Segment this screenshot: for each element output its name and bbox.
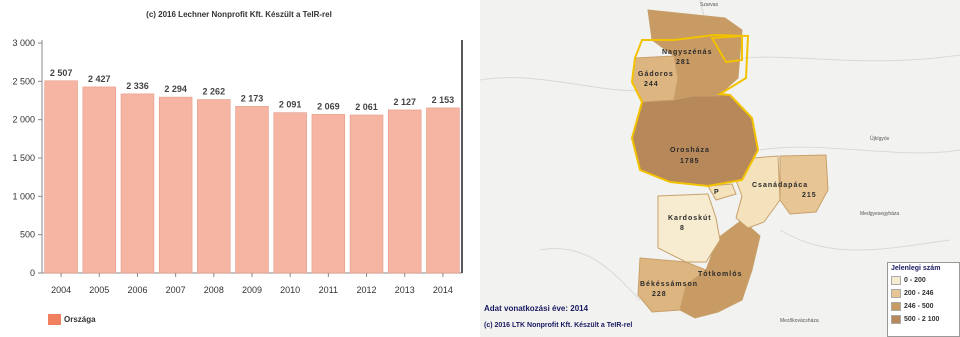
label-csanadapaca: Csanádapáca	[752, 182, 808, 189]
map-legend-item: 500 - 2 100	[891, 315, 956, 324]
label-kardoskut: Kardoskút	[668, 215, 712, 222]
map-legend-item: 246 - 500	[891, 302, 956, 311]
value-csanadapaca: 215	[802, 192, 817, 199]
road	[480, 77, 651, 92]
map-legend-title: Jelenlegi szám	[891, 265, 941, 272]
x-tick-label: 2006	[127, 285, 147, 295]
place-szarvas: Szarvas	[700, 2, 719, 8]
value-bekessamson: 228	[652, 291, 667, 298]
value-oroshaza: 1785	[680, 158, 700, 165]
map-panel: Nagyszénás 281 Gádoros 244 Orosháza 1785…	[480, 0, 960, 337]
bar-value-label: 2 427	[88, 74, 111, 84]
y-tick-label: 2 500	[12, 76, 35, 86]
map-legend-label: 500 - 2 100	[904, 316, 940, 323]
map-legend-swatch	[891, 276, 901, 285]
y-tick-label: 0	[30, 268, 35, 278]
map-year-note: Adat vonatkozási éve: 2014	[484, 304, 589, 313]
muni-bekessamson	[637, 257, 708, 313]
bar	[120, 93, 155, 274]
map-legend-label: 0 - 200	[904, 277, 926, 284]
bar	[388, 109, 422, 274]
selection-outline-inner	[710, 34, 743, 64]
muni-nagyszenas	[647, 9, 743, 101]
bar-value-label: 2 262	[203, 87, 226, 97]
label-gadoros: Gádoros	[638, 71, 674, 78]
map-legend-swatch	[891, 315, 901, 324]
bar-value-label: 2 153	[432, 95, 455, 105]
place-ujkigyos: Újkígyós	[870, 135, 890, 142]
road	[539, 248, 641, 301]
value-nagyszenas: 281	[676, 59, 691, 66]
chart-panel: 0 500 1 000 1 500 2 000 2 500 3 000 2 507 2004 2 …	[0, 0, 478, 337]
bar-value-label: 2 069	[317, 101, 340, 111]
bar-value-label: 2 507	[50, 68, 73, 78]
x-tick-label: 2007	[166, 285, 186, 295]
bar-value-label: 2 173	[241, 93, 264, 103]
y-tick-label: 2 000	[12, 115, 35, 125]
bar-value-label: 2 091	[279, 100, 302, 110]
value-gadoros: 244	[644, 81, 659, 88]
road	[759, 146, 960, 154]
x-tick-label: 2012	[357, 285, 377, 295]
y-tick-label: 1 500	[12, 153, 35, 163]
map-legend-swatch	[891, 302, 901, 311]
road	[779, 229, 951, 251]
bar	[44, 80, 78, 274]
bar	[349, 114, 384, 274]
label-p-small: P	[714, 189, 720, 196]
label-bekessamson: Békéssámson	[640, 281, 698, 288]
label-tótkomlos: Tótkomlós	[698, 271, 742, 278]
bar	[235, 106, 269, 274]
value-kardoskut: 8	[680, 225, 685, 232]
muni-oroshaza	[631, 94, 759, 187]
x-tick-label: 2010	[280, 285, 300, 295]
chart-title: (c) 2016 Lechner Nonprofit Kft. Készült …	[146, 10, 332, 19]
place-medgyesegyhaza: Medgyesegyháza	[860, 211, 899, 217]
map-legend-swatch	[891, 289, 901, 298]
bar	[426, 107, 460, 274]
muni-kardoskut	[657, 193, 721, 263]
bar	[273, 112, 307, 274]
y-tick-label: 500	[20, 230, 35, 240]
y-tick-label: 1 000	[12, 191, 35, 201]
x-tick-label: 2013	[395, 285, 415, 295]
map-legend-label: 200 - 246	[904, 290, 934, 297]
bar-value-label: 2 336	[126, 81, 149, 91]
bar-value-label: 2 294	[164, 84, 187, 94]
x-tick-label: 2011	[319, 285, 338, 295]
map-copyright: (c) 2016 LTK Nonprofit Kft. Készült a Te…	[484, 322, 633, 329]
map: Nagyszénás 281 Gádoros 244 Orosháza 1785…	[480, 0, 960, 324]
legend-label: Országa	[64, 315, 96, 324]
legend-swatch	[48, 314, 61, 325]
map-legend: Jelenlegi szám 0 - 200 200 - 246 246 - 5…	[887, 262, 960, 337]
x-tick-label: 2008	[204, 285, 224, 295]
bar-chart: 0 500 1 000 1 500 2 000 2 500 3 000 2 507 2004 2 …	[12, 38, 463, 295]
chart-legend: Országa	[48, 314, 96, 325]
map-legend-label: 246 - 500	[904, 303, 934, 310]
label-oroshaza: Orosháza	[670, 147, 710, 154]
muni-p-small	[707, 183, 737, 201]
road	[729, 54, 960, 62]
bar	[197, 99, 231, 274]
map-legend-item: 0 - 200	[891, 276, 956, 285]
bar	[311, 114, 346, 274]
bar-value-label: 2 127	[393, 97, 416, 107]
place-mezokovacshaza: Mezőkovácsháza	[780, 318, 819, 324]
bar	[158, 96, 193, 274]
bar-value-label: 2 061	[355, 102, 378, 112]
bar	[82, 86, 116, 274]
x-tick-label: 2005	[89, 285, 109, 295]
x-tick-label: 2004	[51, 285, 71, 295]
label-nagyszenas: Nagyszénás	[662, 49, 712, 56]
y-tick-label: 3 000	[12, 38, 35, 48]
x-tick-label: 2014	[433, 285, 453, 295]
map-legend-item: 200 - 246	[891, 289, 956, 298]
muni-csanadapaca	[779, 154, 829, 215]
x-tick-label: 2009	[242, 285, 262, 295]
